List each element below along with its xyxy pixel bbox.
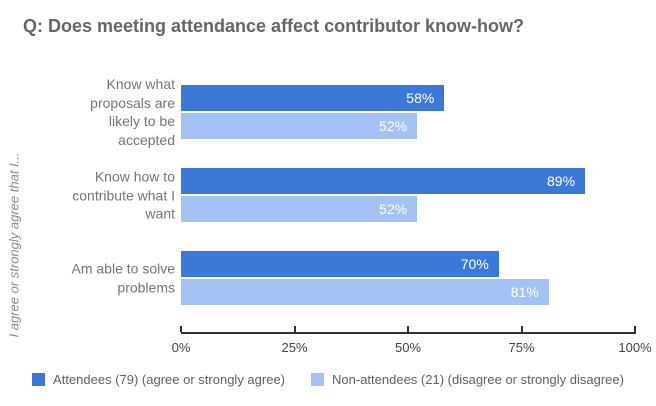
x-axis-line: [181, 332, 636, 334]
legend: Attendees (79) (agree or strongly agree)…: [0, 372, 656, 387]
legend-entry-attendees: Attendees (79) (agree or strongly agree): [32, 372, 285, 387]
bar-value-label: 52%: [379, 201, 408, 217]
chart-title: Q: Does meeting attendance affect contri…: [23, 16, 525, 36]
bar-attendees-2: 70%: [181, 251, 499, 277]
legend-entry-non-attendees: Non-attendees (21) (disagree or strongly…: [311, 372, 624, 387]
bar-attendees-1: 89%: [181, 168, 586, 194]
legend-swatch-non-attendees: [311, 373, 325, 386]
bar-value-label: 58%: [406, 90, 435, 106]
legend-label-attendees: Attendees (79) (agree or strongly agree): [53, 372, 286, 387]
bar-value-label: 81%: [510, 284, 539, 300]
x-axis-tick-label: 50%: [394, 340, 422, 355]
x-axis-tick-label: 100%: [618, 340, 652, 355]
x-axis-tick-label: 25%: [281, 340, 308, 355]
legend-swatch-attendees: [32, 373, 46, 386]
x-axis-tick: [520, 326, 523, 332]
x-axis-tick: [407, 326, 409, 332]
category-label-0: Know what proposals are likely to be acc…: [90, 76, 175, 148]
bar-non-attendees-2: 81%: [181, 279, 549, 305]
x-axis-tick: [293, 326, 296, 332]
legend-label-non-attendees: Non-attendees (21) (disagree or strongly…: [332, 372, 624, 387]
bar-value-label: 89%: [547, 173, 576, 189]
x-axis-tick: [634, 326, 636, 332]
bar-non-attendees-1: 52%: [181, 196, 418, 222]
bar-value-label: 70%: [460, 256, 489, 272]
x-axis-tick-label: 75%: [508, 340, 535, 355]
bar-attendees-0: 58%: [181, 85, 445, 111]
category-label-2: Am able to solve problems: [71, 260, 176, 296]
x-axis-tick-label: 0%: [171, 340, 191, 355]
x-axis-tick: [180, 326, 182, 332]
category-label-1: Know how to contribute what I want: [72, 168, 175, 222]
bar-non-attendees-0: 52%: [181, 113, 418, 139]
bar-value-label: 52%: [379, 118, 408, 134]
